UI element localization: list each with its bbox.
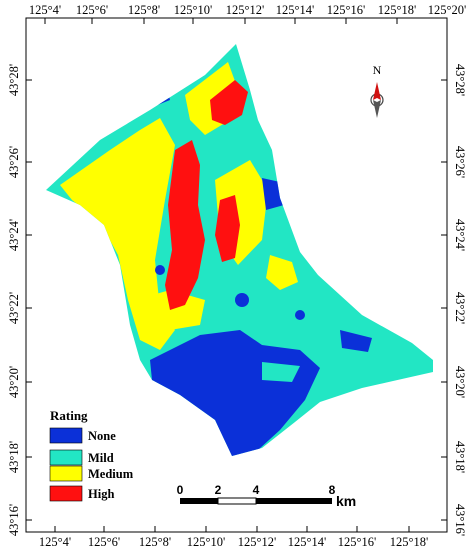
top-tick-label: 125°14' xyxy=(276,3,315,17)
none-zone xyxy=(340,330,372,352)
top-tick-label: 125°16' xyxy=(327,3,366,17)
legend-label-medium: Medium xyxy=(88,467,134,481)
bottom-tick-label: 125°12' xyxy=(238,535,277,549)
left-tick-label: 43°26' xyxy=(7,146,21,178)
legend-label-high: High xyxy=(88,487,114,501)
right-latitude-labels: 43°28' 43°26' 43°24' 43°22' 43°20' 43°18… xyxy=(453,64,467,536)
medium-zone xyxy=(266,255,298,290)
left-latitude-labels: 43°28' 43°26' 43°24' 43°22' 43°20' 43°18… xyxy=(7,64,21,536)
left-tick-label: 43°28' xyxy=(7,64,21,96)
bottom-tick-label: 125°16' xyxy=(338,535,377,549)
north-label: N xyxy=(373,63,382,77)
top-tick-label: 125°6' xyxy=(76,3,108,17)
legend-swatch-high xyxy=(49,485,83,502)
legend-swatch-medium xyxy=(49,465,83,482)
bottom-tick-label: 125°4' xyxy=(39,535,71,549)
bottom-tick-label: 125°18' xyxy=(390,535,429,549)
graticule-ticks xyxy=(26,18,447,532)
scale-label: 0 xyxy=(177,483,184,497)
none-zone xyxy=(92,235,110,252)
north-arrow-needle-south xyxy=(373,100,381,118)
north-arrow-needle-north xyxy=(373,82,381,100)
medium-zone xyxy=(60,118,175,350)
scale-bar: 0 2 4 8 km xyxy=(177,483,357,509)
bottom-tick-label: 125°14' xyxy=(288,535,327,549)
legend-label-mild: Mild xyxy=(88,451,114,465)
left-tick-label: 43°22' xyxy=(7,292,21,324)
scale-segment-white xyxy=(217,497,257,505)
right-tick-label: 43°18' xyxy=(453,441,467,473)
high-zone xyxy=(165,140,205,310)
scale-label: 4 xyxy=(253,483,260,497)
top-tick-label: 125°20' xyxy=(428,3,467,17)
high-zone xyxy=(215,195,240,262)
legend-swatch-mild xyxy=(49,449,83,466)
right-tick-label: 43°22' xyxy=(453,292,467,324)
left-tick-label: 43°16' xyxy=(7,504,21,536)
top-longitude-labels: 125°4' 125°6' 125°8' 125°10' 125°12' 125… xyxy=(29,3,466,17)
left-tick-label: 43°18' xyxy=(7,441,21,473)
map-frame xyxy=(25,17,448,533)
legend: Rating None Mild Medium High xyxy=(49,408,134,502)
bottom-tick-label: 125°8' xyxy=(139,535,171,549)
legend-swatch-none xyxy=(49,427,83,444)
top-tick-label: 125°8' xyxy=(128,3,160,17)
top-tick-label: 125°4' xyxy=(29,3,61,17)
none-zone xyxy=(150,330,320,456)
none-zone xyxy=(155,265,165,275)
left-tick-label: 43°20' xyxy=(7,366,21,398)
bottom-longitude-labels: 125°4' 125°6' 125°8' 125°10' 125°12' 125… xyxy=(39,535,428,549)
right-tick-label: 43°24' xyxy=(453,219,467,251)
scale-unit: km xyxy=(336,493,356,509)
mild-zone xyxy=(262,362,300,382)
right-tick-label: 43°28' xyxy=(453,64,467,96)
legend-title: Rating xyxy=(50,408,88,423)
right-tick-label: 43°20' xyxy=(453,366,467,398)
none-zone xyxy=(295,310,305,320)
north-arrow-icon: N xyxy=(370,63,384,118)
top-tick-label: 125°12' xyxy=(226,3,265,17)
none-zone xyxy=(235,293,249,307)
scale-segment-black-long xyxy=(256,498,332,504)
bottom-tick-label: 125°10' xyxy=(187,535,226,549)
scale-label: 2 xyxy=(215,483,222,497)
bottom-tick-label: 125°6' xyxy=(88,535,120,549)
right-tick-label: 43°16' xyxy=(453,504,467,536)
scale-label: 8 xyxy=(329,483,336,497)
scale-segment-black xyxy=(180,498,218,504)
top-tick-label: 125°18' xyxy=(378,3,417,17)
left-tick-label: 43°24' xyxy=(7,219,21,251)
right-tick-label: 43°26' xyxy=(453,146,467,178)
top-tick-label: 125°10' xyxy=(174,3,213,17)
legend-label-none: None xyxy=(88,429,116,443)
high-zone xyxy=(210,80,248,125)
